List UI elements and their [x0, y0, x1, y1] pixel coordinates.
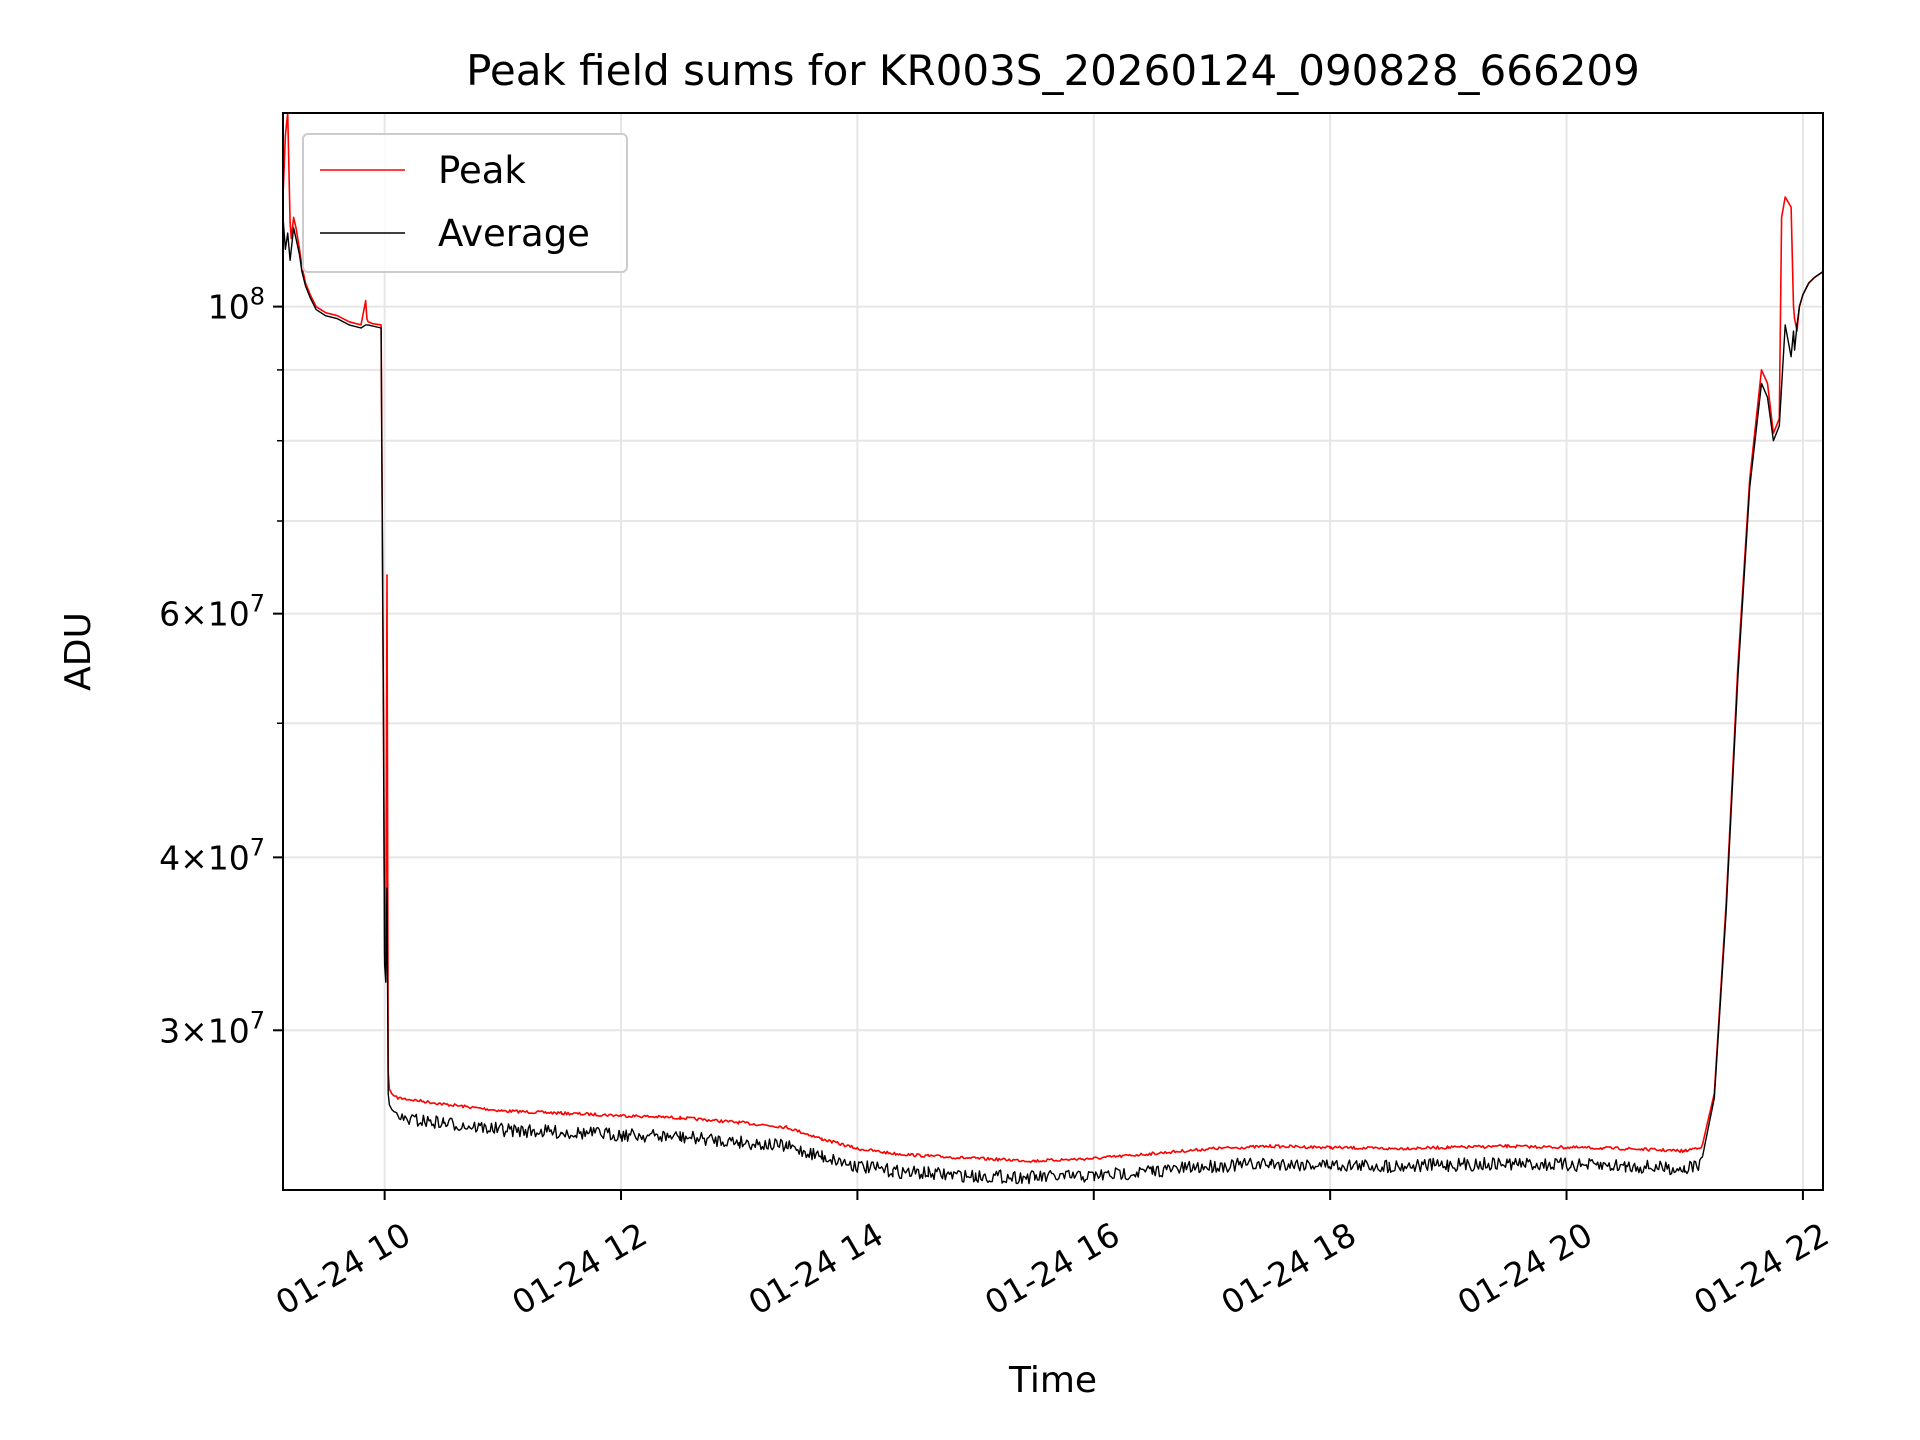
x-axis-label: Time [1008, 1360, 1097, 1401]
series-line-average [283, 217, 1823, 1185]
grid-lines [283, 113, 1823, 1190]
legend: Peak Average [302, 133, 628, 273]
legend-box [302, 133, 628, 273]
y-tick-label: 108 [208, 283, 265, 327]
legend-label-average: Average [438, 212, 590, 255]
plot-frame [282, 112, 1824, 1191]
y-axis-label: ADU [58, 612, 99, 691]
series-layer [283, 113, 1823, 1185]
y-tick-label: 6×107 [159, 590, 265, 634]
legend-label-peak: Peak [438, 149, 526, 192]
y-tick-label: 3×107 [159, 1006, 265, 1050]
series-line-peak [283, 113, 1823, 1163]
chart-title: Peak field sums for KR003S_20260124_0908… [466, 46, 1640, 95]
y-tick-label: 4×107 [159, 833, 265, 877]
